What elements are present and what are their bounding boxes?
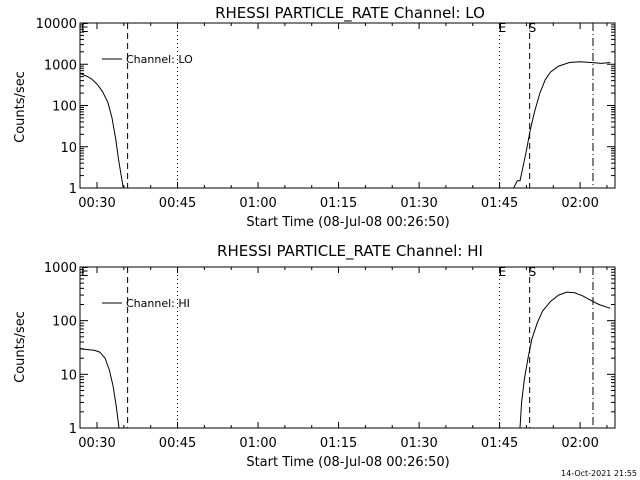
- x-tick-label: 01:15: [320, 436, 357, 451]
- y-tick-label: 10: [60, 368, 77, 383]
- x-tick-label: 00:45: [159, 196, 196, 211]
- event-marker-label: E: [499, 21, 507, 35]
- y-axis-label: Counts/sec: [13, 311, 28, 383]
- y-tick-label: 100: [52, 315, 77, 330]
- x-tick-label: 02:00: [561, 436, 598, 451]
- chart-title: RHESSI PARTICLE_RATE Channel: HI: [217, 242, 483, 261]
- y-tick-label: 10000: [36, 17, 77, 32]
- x-tick-label: 01:45: [481, 436, 518, 451]
- x-tick-label: 01:00: [239, 196, 276, 211]
- x-tick-label: 00:30: [78, 196, 115, 211]
- x-tick-label: 00:30: [78, 436, 115, 451]
- panel-hi: RHESSI PARTICLE_RATE Channel: HI Start T…: [13, 242, 616, 470]
- y-tick-label: 1000: [44, 58, 77, 73]
- x-axis-label: Start Time (08-Jul-08 00:26:50): [246, 215, 449, 230]
- y-tick-label: 1: [69, 182, 77, 197]
- legend-label: Channel: HI: [126, 297, 190, 310]
- y-axis-label: Counts/sec: [13, 71, 28, 143]
- legend-label: Channel: LO: [126, 53, 193, 66]
- plot-frame: [79, 22, 616, 189]
- x-tick-label: 01:45: [481, 196, 518, 211]
- event-marker-label: E: [81, 265, 89, 279]
- series-line: [513, 61, 611, 189]
- x-tick-label: 01:15: [320, 196, 357, 211]
- y-tick-label: 10: [60, 141, 77, 156]
- x-tick-label: 01:30: [400, 436, 437, 451]
- series-line: [79, 348, 120, 429]
- event-marker-label: E: [81, 21, 89, 35]
- x-tick-label: 01:30: [400, 196, 437, 211]
- footer-timestamp: 14-Oct-2021 21:55: [561, 469, 637, 478]
- y-tick-label: 1000: [44, 261, 77, 276]
- chart-title: RHESSI PARTICLE_RATE Channel: LO: [215, 4, 485, 23]
- y-tick-label: 100: [52, 100, 77, 115]
- series-line: [79, 72, 124, 189]
- x-tick-label: 01:00: [239, 436, 276, 451]
- panel-lo: RHESSI PARTICLE_RATE Channel: LO Start T…: [13, 4, 616, 230]
- series-line: [519, 291, 611, 429]
- event-marker-label: E: [499, 265, 507, 279]
- x-tick-label: 00:45: [159, 436, 196, 451]
- y-tick-label: 1: [69, 422, 77, 437]
- event-marker-label: S: [529, 265, 537, 279]
- event-marker-label: S: [529, 21, 537, 35]
- x-axis-label: Start Time (08-Jul-08 00:26:50): [246, 455, 449, 470]
- x-tick-label: 02:00: [561, 196, 598, 211]
- plot-frame: [79, 266, 616, 429]
